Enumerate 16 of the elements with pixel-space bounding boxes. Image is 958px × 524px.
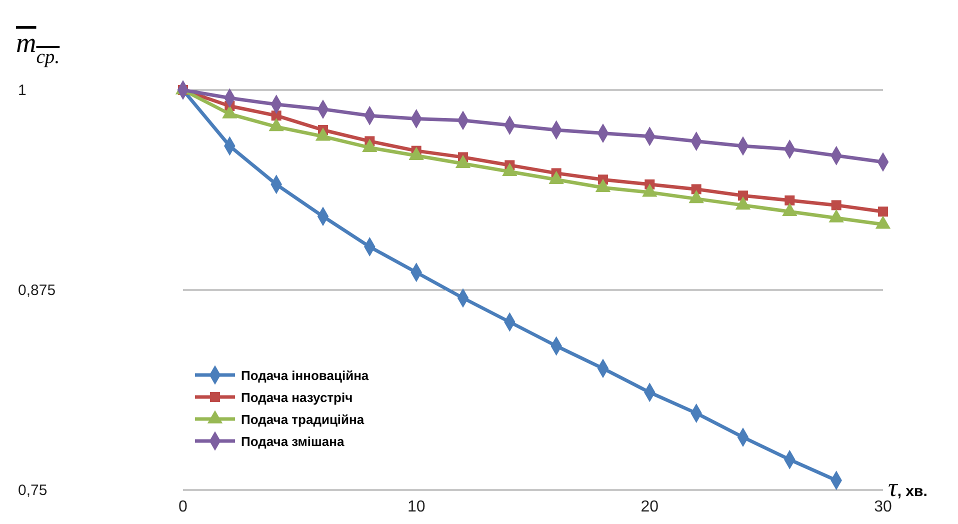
legend-label: Подача змішана	[241, 434, 345, 449]
y-tick-label: 0,875	[18, 282, 56, 299]
x-tick-label: 0	[178, 498, 188, 516]
legend-label: Подача інноваційна	[241, 368, 370, 383]
point	[738, 190, 748, 201]
point	[878, 206, 888, 217]
point	[831, 200, 842, 210]
y-tick-label: 1	[18, 82, 26, 99]
y-tick-label: 0,75	[18, 482, 48, 499]
x-tick-label: 10	[407, 498, 426, 516]
point	[784, 195, 795, 206]
legend-label: Подача традиційна	[241, 412, 365, 427]
x-tick-label: 20	[640, 498, 659, 516]
legend-label: Подача назустріч	[241, 390, 353, 405]
y-axis-title: m$_{ср.}$	[16, 28, 60, 68]
point	[691, 184, 702, 194]
